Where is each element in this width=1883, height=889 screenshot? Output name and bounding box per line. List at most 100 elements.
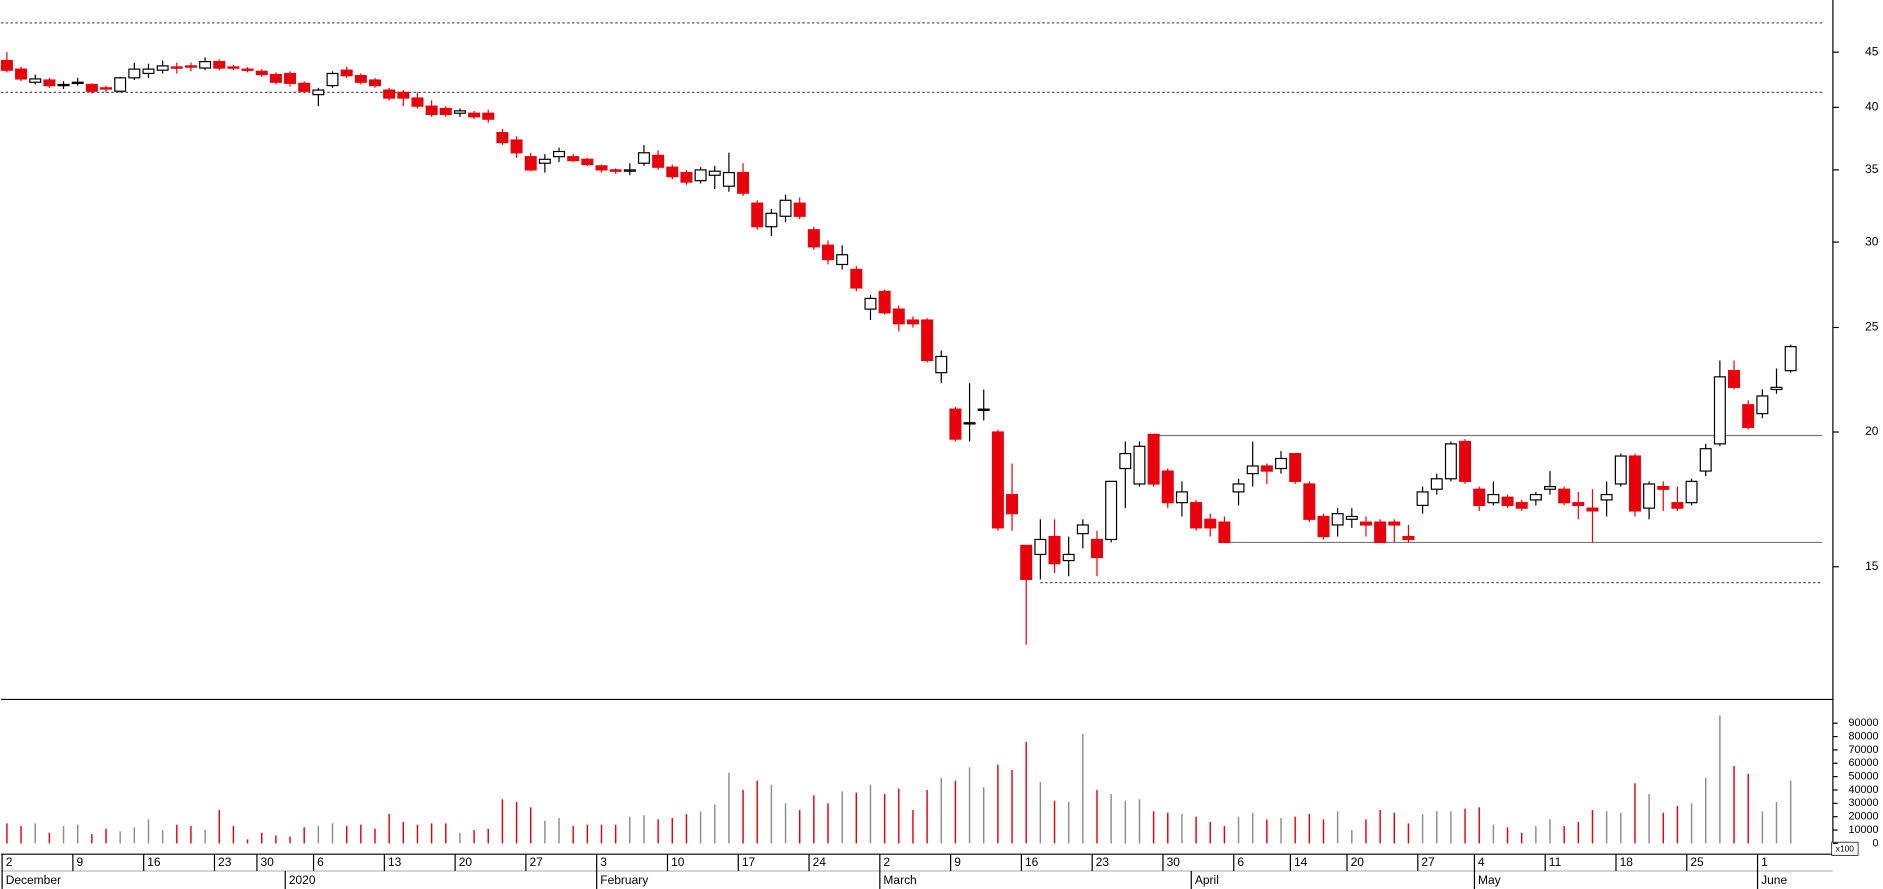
candle-body — [1119, 452, 1132, 470]
candle-body — [524, 156, 537, 171]
volume-tick-label: 10000 — [1849, 824, 1879, 836]
candle-body — [241, 68, 254, 71]
candle-body — [1062, 553, 1075, 562]
month-label: 2020 — [289, 873, 316, 887]
month-label: June — [1761, 873, 1787, 887]
candle-body — [326, 72, 339, 87]
candle-body — [255, 70, 268, 76]
candle-body — [29, 78, 42, 83]
candle-body — [43, 79, 56, 87]
candle-body — [510, 139, 523, 154]
x-tick-label: 9 — [76, 855, 83, 869]
volume-tick-label: 70000 — [1849, 744, 1879, 756]
volume-tick-label: 90000 — [1849, 717, 1879, 729]
x-tick-label: 30 — [1167, 855, 1181, 869]
candle-body — [269, 73, 282, 83]
volume-tick-label: 40000 — [1849, 784, 1879, 796]
y-tick-label: 25 — [1865, 320, 1879, 334]
y-tick-label: 35 — [1865, 162, 1879, 176]
y-tick-label: 20 — [1865, 424, 1879, 438]
x-tick-label: 6 — [317, 855, 324, 869]
y-tick-label: 30 — [1865, 234, 1879, 248]
candle-body — [1444, 443, 1457, 480]
candle-body — [1133, 445, 1146, 485]
candle-body — [737, 171, 750, 194]
candle-body — [71, 81, 84, 85]
candle-body — [1586, 507, 1599, 512]
candle-body — [652, 154, 665, 168]
candle-body — [963, 422, 976, 425]
x-tick-label: 6 — [1237, 855, 1244, 869]
candle-body — [411, 97, 424, 107]
candle-body — [595, 165, 608, 171]
candle-body — [298, 82, 311, 92]
candle-body — [864, 297, 877, 310]
candle-body — [1756, 395, 1769, 415]
candle-body — [57, 83, 70, 87]
volume-tick-label: 50000 — [1849, 770, 1879, 782]
volume-tick-label: 20000 — [1849, 811, 1879, 823]
candle-body — [1459, 440, 1472, 482]
candle-body — [0, 59, 13, 71]
candle-body — [779, 199, 792, 217]
candle-body — [1416, 491, 1429, 506]
x-tick-label: 20 — [459, 855, 473, 869]
x-tick-label: 11 — [1549, 855, 1562, 869]
candle-body — [1628, 455, 1641, 512]
candle-body — [184, 65, 197, 68]
x-tick-label: 27 — [530, 855, 544, 869]
candle-body — [312, 89, 325, 96]
candle-body — [680, 171, 693, 183]
candle-body — [15, 68, 28, 80]
candle-body — [156, 65, 169, 71]
x-tick-label: 3 — [600, 855, 607, 869]
candle-body — [1090, 538, 1103, 559]
x-tick-label: 2 — [6, 855, 13, 869]
month-label: May — [1478, 873, 1501, 887]
candle-body — [114, 77, 127, 92]
candle-body — [1402, 535, 1415, 541]
y-tick-label: 15 — [1865, 559, 1879, 573]
candle-body — [1487, 493, 1500, 504]
candle-body — [935, 355, 948, 374]
x-tick-label: 17 — [742, 855, 756, 869]
candle-body — [1289, 452, 1302, 482]
candle-body — [439, 107, 452, 116]
candle-body — [609, 169, 622, 172]
x-tick-label: 9 — [954, 855, 961, 869]
candle-body — [1430, 478, 1443, 490]
candle-body — [1048, 535, 1061, 565]
candle-body — [1147, 433, 1160, 485]
x-tick-label: 13 — [388, 855, 402, 869]
candle-body — [1529, 493, 1542, 501]
candle-body — [1614, 455, 1627, 485]
candle-body — [1388, 521, 1401, 526]
volume-tick-label: 30000 — [1849, 797, 1879, 809]
volume-unit-label: x100 — [1836, 844, 1855, 854]
candle-body — [1515, 502, 1528, 509]
candle-body — [892, 308, 905, 325]
candle-body — [100, 87, 113, 90]
candle-body — [1204, 518, 1217, 529]
candle-body — [1020, 544, 1033, 581]
candle-body — [397, 91, 410, 99]
y-tick-label: 45 — [1865, 44, 1879, 58]
candle-body — [708, 170, 721, 176]
candle-body — [921, 319, 934, 362]
x-tick-label: 23 — [218, 855, 232, 869]
candle-body — [1600, 493, 1613, 501]
candle-body — [1770, 386, 1783, 391]
candle-body — [1331, 513, 1344, 526]
candle-body — [991, 431, 1004, 529]
volume-tick-label: 80000 — [1849, 730, 1879, 742]
candle-body — [1473, 488, 1486, 506]
candle-body — [383, 89, 396, 99]
candle-body — [765, 212, 778, 228]
candle-body — [199, 61, 212, 69]
y-tick-label: 40 — [1865, 99, 1879, 113]
candle-body — [1558, 488, 1571, 504]
candle-body — [425, 105, 438, 116]
candle-body — [1657, 485, 1670, 490]
candle-body — [1713, 376, 1726, 445]
candle-body — [807, 229, 820, 248]
